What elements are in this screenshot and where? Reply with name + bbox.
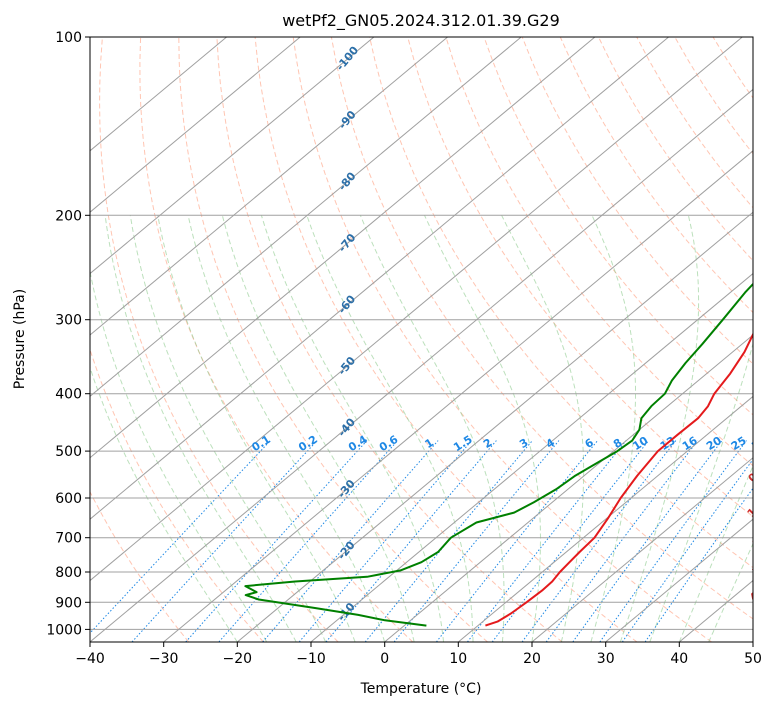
- moist-adiabat-line: [590, 215, 636, 642]
- y-tick-label: 200: [55, 208, 82, 224]
- mixing-ratio-line: [262, 440, 439, 642]
- moist-adiabat-line: [260, 215, 444, 642]
- isotherm-line: [90, 37, 596, 459]
- isotherm-line: [605, 518, 753, 642]
- moist-adiabat-label: 0: [746, 470, 761, 485]
- moist-adiabat-line: [221, 215, 415, 642]
- x-tick-label: 40: [670, 651, 688, 667]
- y-tick-label: 600: [55, 491, 82, 507]
- mixing-ratio-line: [298, 440, 473, 642]
- x-axis-title: Temperature (°C): [360, 681, 482, 697]
- moist-adiabat-label: 40: [747, 584, 767, 604]
- moist-adiabat-line: [501, 215, 585, 642]
- mixing-ratio-line: [621, 458, 753, 642]
- moist-adiabat-line: [90, 268, 268, 642]
- moist-adiabat-line: [157, 215, 356, 642]
- mixing-ratio-line: [545, 440, 699, 642]
- x-tick-label: −10: [296, 651, 326, 667]
- sounding-traces: [244, 282, 753, 627]
- isotherm-line: [531, 457, 753, 642]
- moist-adiabat-label: 10: [745, 500, 765, 520]
- isotherm-line: [384, 334, 753, 642]
- x-tick-label: 20: [523, 651, 541, 667]
- x-tick-label: −40: [75, 651, 105, 667]
- y-tick-label: 400: [55, 387, 82, 403]
- background-lines: [90, 37, 753, 642]
- moist-adiabat-line: [619, 215, 700, 642]
- dry-adiabat-line: [90, 347, 264, 642]
- y-tick-label: 100: [55, 30, 82, 46]
- dry-adiabat-line: [99, 37, 339, 642]
- mixing-ratio-line: [491, 440, 649, 642]
- mixing-ratio-line: [467, 440, 627, 642]
- moist-adiabat-label: 30: [750, 558, 770, 578]
- x-tick-label: 50: [744, 651, 762, 667]
- temperature-line: [485, 332, 753, 627]
- moist-adiabat-line: [306, 215, 474, 642]
- dewpoint-line: [244, 282, 753, 627]
- plot-frame: [89, 36, 754, 643]
- x-tick-label: −30: [149, 651, 179, 667]
- mixing-ratio-line: [364, 440, 533, 642]
- mixing-ratio-line: [185, 440, 368, 642]
- mixing-ratio-line: [325, 440, 497, 642]
- moist-adiabat-line: [649, 341, 753, 642]
- isotherm-line: [90, 37, 227, 152]
- x-tick-label: 30: [597, 651, 615, 667]
- dry-adiabat-line: [178, 37, 488, 642]
- moist-adiabat-label: 20: [750, 529, 770, 549]
- dry-adiabat-line: [254, 37, 638, 642]
- moist-adiabat-line: [424, 215, 541, 642]
- moist-adiabat-line: [678, 464, 753, 642]
- mixing-ratio-line: [644, 487, 753, 642]
- y-tick-label: 800: [55, 565, 82, 581]
- isotherm-line: [90, 37, 522, 397]
- mixing-ratio-line: [131, 440, 318, 642]
- x-tick-label: 10: [449, 651, 467, 667]
- moist-adiabat-line: [90, 365, 238, 642]
- dry-adiabat-line: [139, 37, 414, 642]
- isotherm-line: [90, 37, 743, 582]
- y-tick-label: 700: [55, 531, 82, 547]
- x-tick-label: −20: [223, 651, 253, 667]
- y-tick-label: 500: [55, 444, 82, 460]
- dry-adiabat-line: [521, 37, 753, 365]
- isotherm-line: [310, 272, 753, 642]
- isotherm-line: [457, 395, 753, 642]
- mixing-ratio-label: 30: [749, 434, 769, 453]
- x-tick-label: 0: [380, 651, 389, 667]
- y-tick-label: 300: [55, 313, 82, 329]
- moist-adiabat-line: [129, 215, 327, 642]
- y-tick-label: 1000: [46, 622, 82, 638]
- y-axis-title: Pressure (hPa): [12, 289, 28, 389]
- dry-adiabat-line: [369, 37, 753, 569]
- moist-adiabat-line: [708, 542, 753, 642]
- mixing-ratio-line: [393, 440, 560, 642]
- moist-adiabat-line: [187, 215, 386, 642]
- dry-adiabat-line: [292, 37, 712, 642]
- isotherm-line: [163, 150, 753, 642]
- moist-adiabat-line: [104, 215, 297, 642]
- chart-title: wetPf2_GN05.2024.312.01.39.G29: [282, 11, 560, 31]
- dry-adiabat-line: [330, 37, 753, 620]
- isotherm-line: [90, 88, 753, 642]
- isotherm-line: [90, 37, 669, 520]
- mixing-ratio-line: [521, 440, 677, 642]
- isotherm-line: [90, 37, 301, 213]
- y-tick-label: 900: [55, 595, 82, 611]
- isotherm-line: [236, 211, 753, 642]
- axes: −40 −30 −20 −10 0 10 20 30 40 5010020030040050060…: [46, 30, 762, 667]
- dry-adiabat-line: [216, 37, 563, 642]
- mixing-ratio-line: [218, 440, 398, 642]
- dry-adiabat-line: [445, 37, 753, 467]
- isotherm-line: [90, 37, 448, 336]
- isotherm-line: [90, 37, 375, 275]
